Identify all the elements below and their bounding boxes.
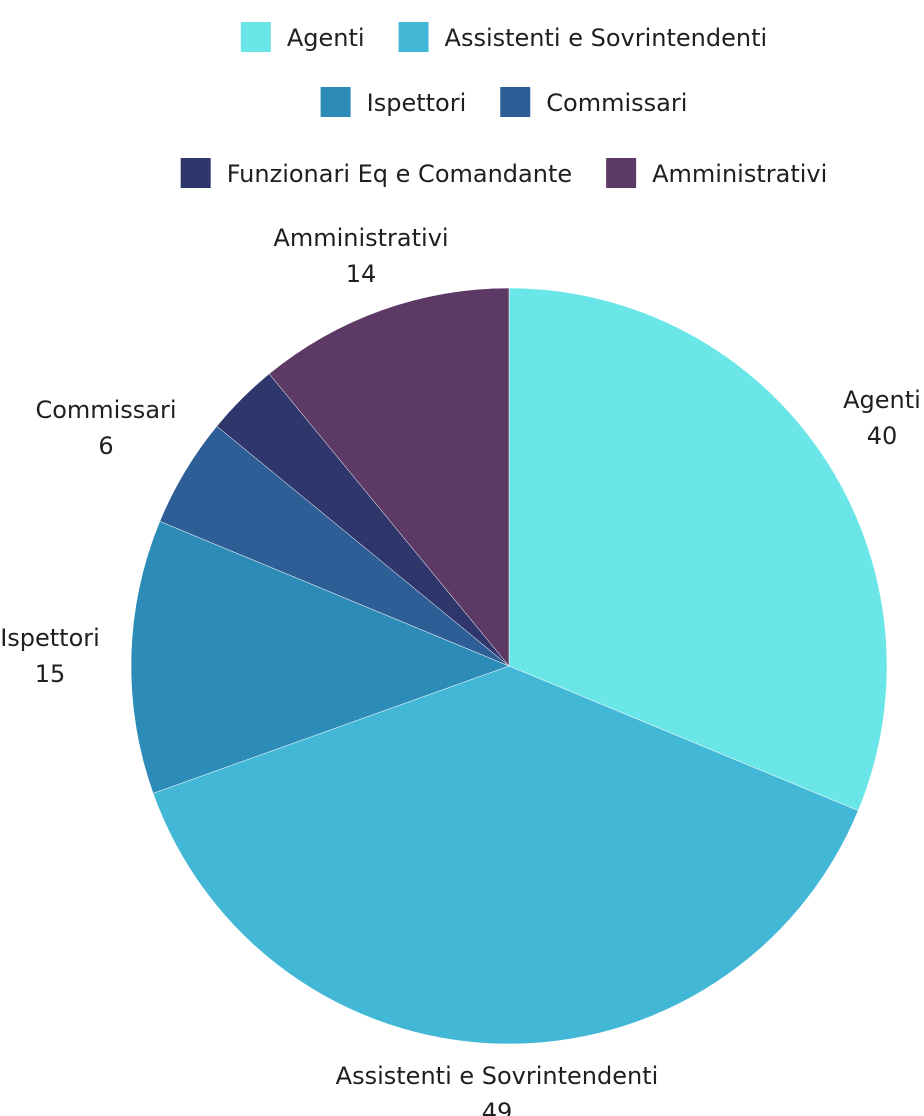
legend-swatch-ispettori xyxy=(320,87,351,117)
pie-slice-amministrativi xyxy=(268,287,510,667)
legend-label-funzionari-eq-e-comandante: Funzionari Eq e Comandante xyxy=(227,160,572,188)
pie-slice-assistenti-e-sovrintendenti xyxy=(152,665,859,1045)
pie-slice-ispettori xyxy=(130,521,510,794)
slice-label-agenti: Agenti xyxy=(843,386,921,414)
legend-label-commissari: Commissari xyxy=(546,89,687,117)
legend-label-ispettori: Ispettori xyxy=(367,89,467,117)
legend-swatch-funzionari-eq-e-comandante xyxy=(180,158,211,188)
legend-swatch-amministrativi xyxy=(606,158,637,188)
slice-value-commissari: 6 xyxy=(98,432,113,460)
legend-swatch-commissari xyxy=(500,87,531,117)
legend: Agenti Assistenti e Sovrintendenti Ispetto… xyxy=(180,22,827,188)
legend-label-agenti: Agenti xyxy=(287,24,365,52)
pie-slice-agenti xyxy=(508,287,888,811)
slice-label-commissari: Commissari xyxy=(35,396,176,424)
legend-label-assistenti-e-sovrintendenti: Assistenti e Sovrintendenti xyxy=(445,24,768,52)
slice-value-ispettori: 15 xyxy=(35,660,66,688)
slice-label-assistenti-e-sovrintendenti: Assistenti e Sovrintendenti xyxy=(336,1062,659,1090)
slice-label-ispettori: Ispettori xyxy=(0,624,100,652)
pie-slices xyxy=(130,287,888,1045)
slice-value-agenti: 40 xyxy=(867,422,898,450)
slice-value-assistenti-e-sovrintendenti: 49 xyxy=(482,1098,513,1116)
legend-swatch-agenti xyxy=(240,22,271,52)
slice-value-amministrativi: 14 xyxy=(346,260,377,288)
slice-label-amministrativi: Amministrativi xyxy=(273,224,448,252)
legend-label-amministrativi: Amministrativi xyxy=(652,160,827,188)
legend-swatch-assistenti-e-sovrintendenti xyxy=(398,22,429,52)
slice-labels: Agenti 40 Assistenti e Sovrintendenti 49 Isp… xyxy=(0,224,921,1116)
